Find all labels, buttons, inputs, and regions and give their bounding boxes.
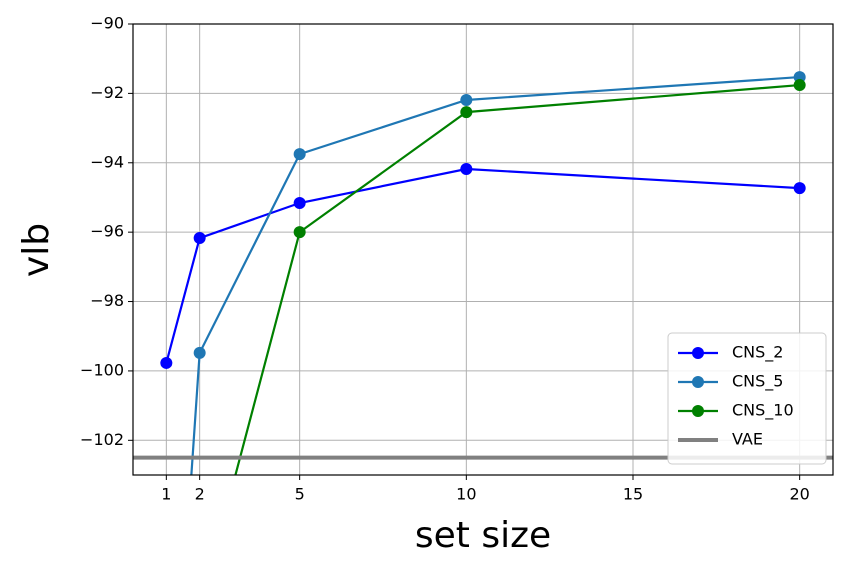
y-tick-label: −100 (80, 360, 124, 379)
point (460, 106, 473, 119)
point (793, 182, 806, 195)
legend-marker (692, 376, 704, 388)
y-tick-label: −90 (90, 14, 124, 33)
y-axis-label: vlb (16, 223, 57, 277)
point (793, 79, 806, 92)
point (460, 93, 473, 106)
y-tick-label: −98 (90, 291, 124, 310)
x-tick-label: 1 (161, 485, 171, 504)
y-tick-label: −102 (80, 430, 124, 449)
y-tick-label: −96 (90, 222, 124, 241)
point (193, 346, 206, 359)
point (193, 232, 206, 245)
series-line (234, 83, 800, 475)
x-tick-label: 20 (789, 485, 809, 504)
x-tick-label: 15 (623, 485, 643, 504)
x-axis-label: set size (415, 515, 551, 556)
legend-label: CNS_2 (732, 343, 783, 363)
x-tick-label: 10 (456, 485, 476, 504)
y-tick-label: −94 (90, 152, 124, 171)
legend-marker (692, 405, 704, 417)
legend-box (667, 332, 827, 465)
point (293, 226, 306, 239)
point (160, 356, 173, 369)
legend-label: CNS_10 (732, 401, 794, 421)
legend-label: CNS_5 (732, 372, 783, 392)
point (460, 163, 473, 176)
x-tick-label: 2 (195, 485, 205, 504)
point (293, 197, 306, 210)
x-tick-label: 5 (295, 485, 305, 504)
y-tick-label: −92 (90, 83, 124, 102)
legend-label: VAE (732, 430, 763, 449)
point (293, 148, 306, 161)
axes-frame (132, 23, 834, 476)
plot-area (133, 71, 833, 475)
series-line (190, 75, 800, 475)
legend: CNS_2 CNS_5 CNS_10 VAE (667, 332, 827, 465)
legend-marker (692, 347, 704, 359)
